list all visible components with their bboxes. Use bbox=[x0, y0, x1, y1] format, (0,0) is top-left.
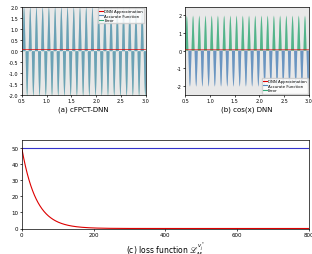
Legend: DNN Approximation, Accurate Function, Error: DNN Approximation, Accurate Function, Er… bbox=[98, 9, 144, 24]
X-axis label: (a) cFPCT-DNN: (a) cFPCT-DNN bbox=[58, 106, 109, 113]
X-axis label: (b) cos(x) DNN: (b) cos(x) DNN bbox=[221, 106, 273, 113]
Legend: DNN Approximation, Accurate Function, Error: DNN Approximation, Accurate Function, Er… bbox=[261, 79, 308, 94]
X-axis label: (c) loss function $\mathscr{L}_{M}^{v_j^*}$: (c) loss function $\mathscr{L}_{M}^{v_j^… bbox=[126, 240, 205, 254]
